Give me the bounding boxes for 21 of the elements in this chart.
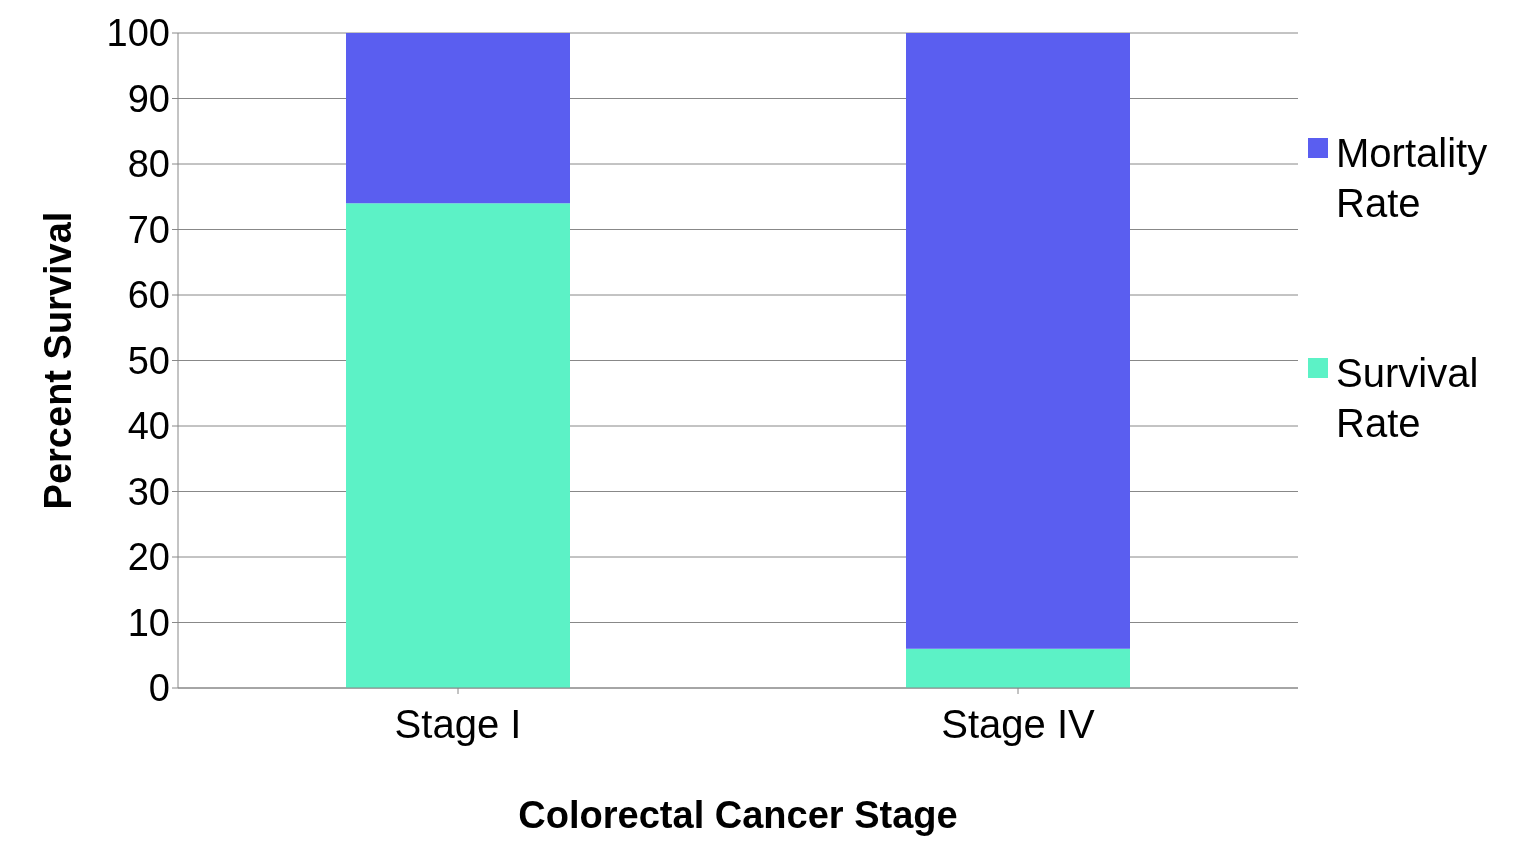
y-tick-label: 100 xyxy=(106,12,170,55)
y-tick-label: 50 xyxy=(127,339,170,382)
legend-label: Mortality Rate xyxy=(1336,130,1489,227)
y-tick-label: 30 xyxy=(127,470,170,513)
y-tick-label: 40 xyxy=(127,405,170,448)
y-tick-label: 80 xyxy=(127,143,170,186)
bar xyxy=(906,33,1130,649)
y-tick-label: 10 xyxy=(127,601,170,644)
y-tick-label: 70 xyxy=(127,208,170,251)
x-tick-label: Stage IV xyxy=(941,702,1096,747)
y-tick-label: 60 xyxy=(127,274,170,317)
y-tick-label: 0 xyxy=(148,667,170,710)
y-axis-title: Percent Survival xyxy=(37,211,80,510)
legend-label: Survival Rate xyxy=(1336,350,1480,447)
x-axis-title: Colorectal Cancer Stage xyxy=(518,794,958,836)
bar xyxy=(906,648,1130,688)
x-tick-label: Stage I xyxy=(394,702,522,747)
y-tick-label: 90 xyxy=(127,77,170,120)
y-tick-label: 20 xyxy=(127,536,170,579)
bar xyxy=(346,203,570,688)
bar xyxy=(346,33,570,204)
